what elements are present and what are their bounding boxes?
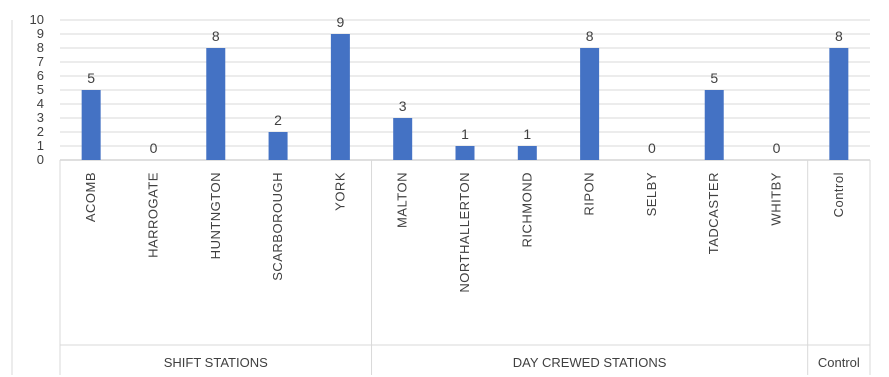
y-tick-label: 7 [37,54,44,69]
category-label: YORK [332,172,347,211]
bar [393,118,413,160]
data-label: 2 [274,112,282,128]
data-label: 3 [399,98,407,114]
y-tick-label: 0 [37,152,44,167]
data-label: 8 [835,28,843,44]
category-label: ACOMB [83,172,98,222]
bar [455,146,475,160]
y-tick-label: 8 [37,40,44,55]
y-tick-label: 4 [37,96,44,111]
data-label: 8 [212,28,220,44]
y-tick-label: 3 [37,110,44,125]
y-tick-label: 9 [37,26,44,41]
bar [81,90,101,160]
bars [81,34,849,160]
category-label: Control [831,172,846,217]
category-labels: ACOMB HARROGATE HUNTNGTON SCARBOROUGH YORK MA… [83,172,846,293]
data-label: 1 [461,126,469,142]
category-label: HARROGATE [145,172,160,258]
data-label: 0 [648,140,656,156]
data-label: 9 [336,14,344,30]
gridlines [11,19,871,375]
group-label: Control [818,355,860,370]
data-labels: 5 0 8 2 9 3 1 1 8 0 5 0 8 [87,14,843,156]
category-label: WHITBY [769,172,784,226]
data-label: 5 [710,70,718,86]
category-label: RIPON [582,172,597,216]
y-tick-label: 5 [37,82,44,97]
bar [330,34,350,160]
data-label: 0 [150,140,158,156]
data-label: 5 [87,70,95,86]
bar [580,48,600,160]
y-tick-label: 6 [37,68,44,83]
group-label: DAY CREWED STATIONS [513,355,667,370]
category-label: NORTHALLERTON [457,172,472,293]
y-tick-label: 10 [30,12,44,27]
data-label: 1 [523,126,531,142]
category-label: SELBY [644,172,659,216]
category-label: MALTON [395,172,410,228]
group-label: SHIFT STATIONS [164,355,268,370]
category-label: RICHMOND [519,172,534,248]
y-tick-label: 2 [37,124,44,139]
bar [206,48,226,160]
category-label: SCARBOROUGH [270,172,285,281]
bar [517,146,537,160]
bar [829,48,849,160]
group-labels: SHIFT STATIONS DAY CREWED STATIONS Control [164,160,860,375]
data-label: 8 [586,28,594,44]
category-label: HUNTNGTON [208,172,223,259]
bar [704,90,724,160]
category-label: TADCASTER [706,172,721,254]
y-tick-label: 1 [37,138,44,153]
bar [268,132,288,160]
data-label: 0 [773,140,781,156]
